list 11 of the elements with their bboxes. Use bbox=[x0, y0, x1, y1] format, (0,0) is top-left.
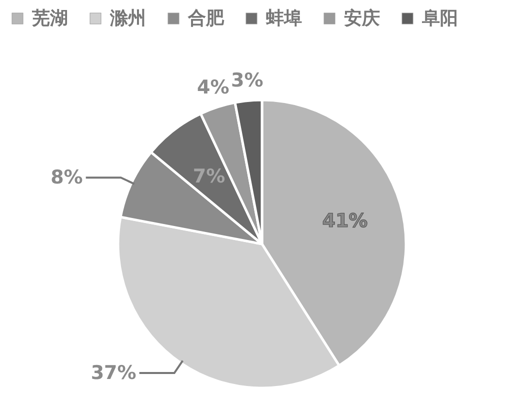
data-label: 8% bbox=[50, 166, 83, 189]
data-label: 37% bbox=[90, 362, 136, 384]
data-label: 3% bbox=[231, 70, 264, 92]
legend-label: 阜阳 bbox=[421, 8, 458, 29]
legend-label: 合肥 bbox=[187, 8, 225, 29]
data-label: 4% bbox=[197, 76, 230, 99]
data-label: 41% bbox=[322, 210, 368, 232]
legend-label: 蚌埠 bbox=[265, 8, 302, 29]
legend-label: 芜湖 bbox=[31, 8, 68, 29]
legend-label: 安庆 bbox=[344, 8, 380, 29]
legend-label: 滁州 bbox=[109, 8, 146, 29]
